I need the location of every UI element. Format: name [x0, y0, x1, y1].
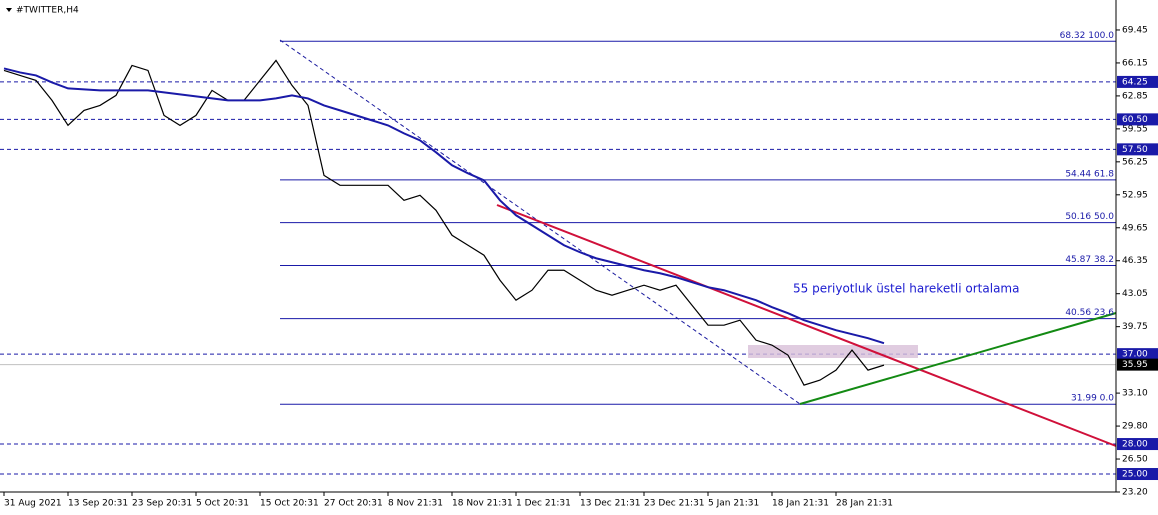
level-box [1117, 113, 1158, 126]
x-tick-label: 28 Jan 21:31 [836, 499, 893, 509]
level-label: 25.00 [1122, 470, 1148, 480]
y-tick-label: 29.80 [1122, 422, 1148, 432]
x-tick-label: 18 Jan 21:31 [772, 499, 829, 509]
level-label: 64.25 [1122, 77, 1148, 87]
x-tick-label: 13 Dec 21:31 [580, 499, 641, 509]
x-tick-label: 23 Sep 20:31 [132, 499, 192, 509]
level-box [1117, 143, 1158, 156]
y-tick-label: 39.75 [1122, 322, 1148, 332]
y-tick-label: 69.45 [1122, 25, 1148, 35]
green-trendline [799, 312, 1117, 405]
x-tick-label: 31 Aug 2021 [4, 499, 62, 509]
y-tick-label: 62.85 [1122, 91, 1148, 101]
level-box [1117, 438, 1158, 451]
level-label: 37.00 [1122, 350, 1148, 360]
y-tick-label: 23.20 [1122, 488, 1148, 498]
fib-label: 50.16 50.0 [1065, 212, 1114, 222]
y-tick-label: 59.55 [1122, 124, 1148, 134]
x-tick-label: 1 Dec 21:31 [516, 499, 571, 509]
series-line [3, 67, 885, 345]
chart-title: #TWITTER,H4 [16, 6, 79, 16]
fib-label: 68.32 100.0 [1060, 31, 1115, 41]
y-tick-label: 49.65 [1122, 223, 1148, 233]
x-tick-label: 5 Oct 20:31 [196, 499, 249, 509]
fib-label: 45.87 38.2 [1065, 255, 1114, 265]
red-trendline [496, 204, 1117, 447]
y-tick-label: 33.10 [1122, 389, 1148, 399]
level-label: 28.00 [1122, 440, 1148, 450]
resistance-zone [748, 345, 918, 358]
y-tick-label: 43.05 [1122, 289, 1148, 299]
level-label: 57.50 [1122, 145, 1148, 155]
level-box [1117, 75, 1158, 88]
current-price-label: 35.95 [1122, 360, 1148, 370]
menu-arrow[interactable] [6, 8, 12, 12]
y-tick-label: 26.50 [1122, 455, 1148, 465]
y-tick-label: 56.25 [1122, 157, 1148, 167]
x-tick-label: 8 Nov 21:31 [388, 499, 443, 509]
fib-label: 31.99 0.0 [1071, 394, 1114, 404]
level-label: 60.50 [1122, 115, 1148, 125]
x-tick-label: 27 Oct 20:31 [324, 499, 383, 509]
fib-label: 40.56 23.6 [1065, 308, 1114, 318]
y-tick-label: 46.35 [1122, 256, 1148, 266]
x-tick-label: 5 Jan 21:31 [708, 499, 759, 509]
level-box [1117, 468, 1158, 481]
x-tick-label: 15 Oct 20:31 [260, 499, 319, 509]
annotation: 55 periyotluk üstel hareketli ortalama [793, 282, 1019, 296]
x-tick-label: 18 Nov 21:31 [452, 499, 513, 509]
series-line [3, 59, 885, 386]
level-box [1117, 348, 1158, 361]
y-tick-label: 52.95 [1122, 190, 1148, 200]
y-tick-label: 66.15 [1122, 58, 1148, 68]
x-tick-label: 23 Dec 21:31 [644, 499, 705, 509]
current-price-box [1117, 358, 1158, 371]
x-tick-label: 13 Sep 20:31 [68, 499, 128, 509]
fib-label: 54.44 61.8 [1065, 169, 1114, 179]
